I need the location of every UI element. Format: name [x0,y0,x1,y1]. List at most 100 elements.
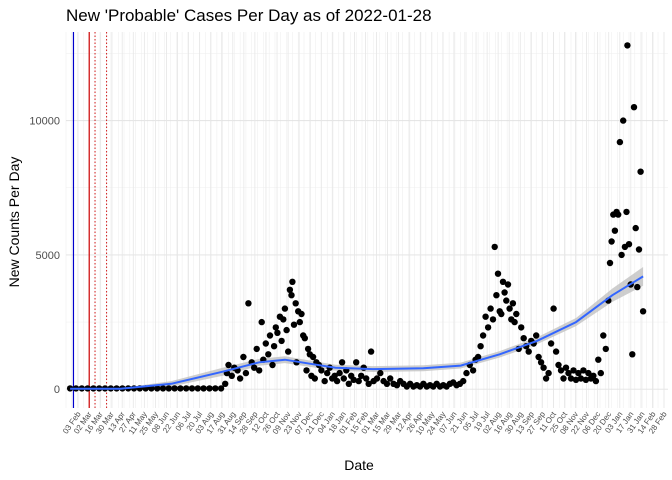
reference-lines [72,32,108,408]
data-point [363,375,370,382]
data-point [494,270,502,277]
data-point [333,377,341,385]
data-point [540,364,547,371]
y-tick-label: 10000 [29,116,60,128]
data-point [482,313,489,320]
data-point [350,376,357,383]
data-point [206,385,213,392]
y-axis-label: New Counts Per Day [6,157,22,288]
data-point [290,321,298,328]
data-point [585,369,592,377]
data-point [225,361,232,369]
data-point [321,377,328,385]
y-tick-label: 0 [54,384,60,396]
data-point [635,246,643,253]
data-point [274,329,281,336]
data-point [387,375,394,382]
data-point [506,305,513,312]
data-point [324,369,331,377]
data-point [253,345,260,353]
data-point [625,241,633,248]
data-point [503,297,510,304]
data-point [309,353,317,361]
data-point [345,380,352,387]
data-point [582,376,590,383]
data-point [547,340,555,347]
major-gridlines [66,32,668,408]
data-point [560,375,567,382]
data-point [311,375,318,382]
data-point [623,208,630,216]
data-point [550,305,557,312]
data-point [288,292,295,299]
data-point [575,369,582,377]
data-point [469,367,477,374]
data-point [489,316,497,323]
data-point [511,318,518,326]
data-point [487,305,494,312]
data-point [491,243,498,251]
data-point [624,42,631,49]
data-point [177,385,184,392]
data-point [606,259,614,267]
data-point [620,117,627,124]
data-point [283,326,290,334]
data-point [171,385,178,392]
data-point [285,348,292,355]
data-point [338,359,346,366]
data-point [270,343,278,350]
data-point [535,353,542,361]
y-axis-ticks: 0 5000 10000 [29,116,60,397]
data-point [278,337,285,345]
smooth-line-group [70,275,644,390]
data-point [542,375,550,382]
data-point [272,324,279,331]
data-point [570,367,577,374]
chart-title: New 'Probable' Cases Per Day as of 2022-… [66,6,432,25]
data-point [545,369,552,377]
data-point [597,369,604,377]
data-point [537,359,545,366]
data-point [513,310,520,318]
data-point [618,251,625,259]
data-point [592,377,600,385]
data-point [353,359,360,366]
data-point [188,385,196,392]
data-point [200,385,207,392]
data-point [460,377,467,385]
data-point [217,385,225,392]
data-point [331,372,338,379]
confidence-band [70,267,644,390]
data-point [280,316,287,323]
data-point [525,348,532,355]
data-point [562,364,570,371]
data-point [194,385,201,392]
data-point [602,345,609,353]
data-point [477,343,484,350]
data-point [600,332,607,339]
data-point [262,340,269,347]
data-point [265,351,272,358]
data-point [365,380,372,387]
data-point [251,364,258,371]
data-point [555,361,562,369]
data-point [616,138,624,146]
data-point [630,104,638,111]
data-point [634,283,641,291]
data-point [298,310,305,318]
data-point [212,385,219,392]
data-point [557,367,565,374]
data-point [289,278,296,285]
data-point [501,289,508,296]
data-point [590,372,597,379]
data-point [296,318,303,326]
data-point [159,385,167,392]
y-tick-label: 5000 [36,250,60,262]
data-point [242,369,250,377]
data-point [509,300,517,307]
data-point [240,353,247,361]
data-point [518,324,525,331]
data-point [498,310,505,318]
